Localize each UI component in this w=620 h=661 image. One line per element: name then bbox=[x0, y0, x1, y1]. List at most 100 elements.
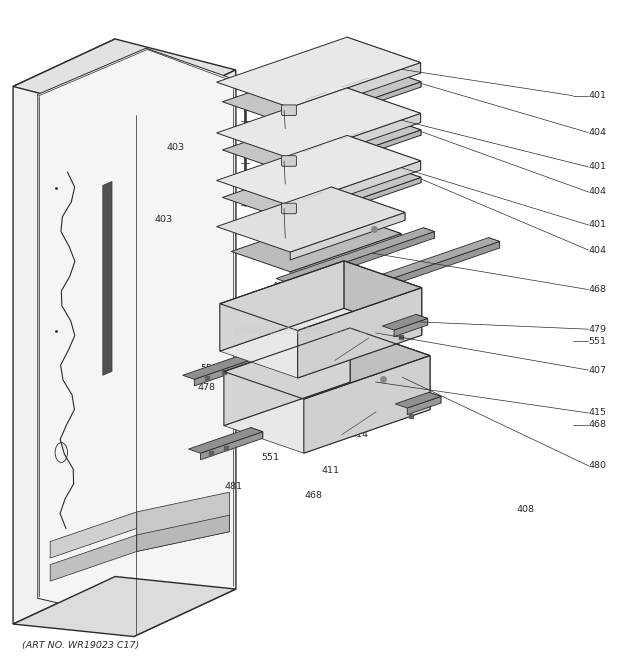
Text: 408: 408 bbox=[516, 506, 534, 514]
Polygon shape bbox=[200, 432, 263, 460]
Polygon shape bbox=[290, 233, 401, 276]
Text: 551: 551 bbox=[201, 364, 219, 373]
Polygon shape bbox=[216, 187, 405, 252]
Polygon shape bbox=[13, 39, 115, 624]
Text: 402: 402 bbox=[272, 180, 290, 188]
Polygon shape bbox=[416, 315, 428, 325]
Polygon shape bbox=[298, 288, 422, 378]
Text: 554: 554 bbox=[262, 100, 280, 109]
Text: 404: 404 bbox=[588, 245, 606, 254]
Polygon shape bbox=[194, 358, 257, 386]
Polygon shape bbox=[383, 315, 428, 330]
Polygon shape bbox=[341, 238, 500, 292]
Polygon shape bbox=[183, 354, 257, 379]
Text: 401: 401 bbox=[588, 163, 606, 171]
Text: 551: 551 bbox=[262, 453, 280, 461]
Text: 551: 551 bbox=[588, 336, 606, 346]
Polygon shape bbox=[351, 58, 421, 87]
Polygon shape bbox=[304, 356, 430, 453]
Polygon shape bbox=[216, 88, 420, 159]
FancyBboxPatch shape bbox=[281, 156, 296, 167]
Text: 409: 409 bbox=[272, 306, 290, 315]
Text: 468: 468 bbox=[588, 420, 606, 430]
Polygon shape bbox=[50, 535, 137, 581]
Polygon shape bbox=[290, 212, 405, 260]
Polygon shape bbox=[342, 214, 401, 237]
Text: 403: 403 bbox=[155, 215, 173, 224]
Polygon shape bbox=[290, 113, 420, 168]
Polygon shape bbox=[287, 231, 435, 289]
Text: 403: 403 bbox=[166, 143, 184, 151]
Text: 480: 480 bbox=[588, 461, 606, 470]
Polygon shape bbox=[38, 48, 236, 623]
Text: 407: 407 bbox=[588, 366, 606, 375]
Polygon shape bbox=[188, 428, 263, 453]
Polygon shape bbox=[396, 392, 441, 408]
Text: 402: 402 bbox=[272, 124, 290, 133]
Polygon shape bbox=[103, 181, 112, 375]
Polygon shape bbox=[407, 397, 441, 414]
Polygon shape bbox=[220, 261, 344, 351]
Polygon shape bbox=[296, 362, 410, 408]
Polygon shape bbox=[429, 392, 441, 403]
Polygon shape bbox=[347, 88, 420, 122]
Polygon shape bbox=[347, 37, 420, 73]
Text: 417: 417 bbox=[272, 293, 290, 302]
Text: 400: 400 bbox=[272, 137, 290, 146]
Text: 400: 400 bbox=[272, 245, 290, 254]
Polygon shape bbox=[137, 492, 229, 551]
Polygon shape bbox=[216, 37, 420, 108]
Text: 479: 479 bbox=[588, 325, 606, 334]
Polygon shape bbox=[344, 261, 422, 335]
Text: 481: 481 bbox=[224, 483, 242, 491]
Polygon shape bbox=[231, 214, 401, 272]
Polygon shape bbox=[347, 136, 420, 170]
Polygon shape bbox=[223, 106, 421, 174]
Polygon shape bbox=[216, 136, 420, 206]
Polygon shape bbox=[276, 228, 435, 282]
Text: 402: 402 bbox=[272, 233, 290, 243]
Polygon shape bbox=[350, 328, 430, 410]
FancyBboxPatch shape bbox=[281, 203, 296, 214]
Polygon shape bbox=[220, 308, 422, 378]
Polygon shape bbox=[224, 328, 350, 426]
Polygon shape bbox=[250, 428, 263, 438]
Text: 400: 400 bbox=[272, 192, 290, 200]
Text: 401: 401 bbox=[588, 221, 606, 229]
Polygon shape bbox=[293, 130, 421, 179]
Text: 404: 404 bbox=[588, 188, 606, 196]
Polygon shape bbox=[223, 58, 421, 126]
Polygon shape bbox=[226, 338, 410, 402]
Polygon shape bbox=[351, 153, 421, 182]
Text: eReplacementParts.com: eReplacementParts.com bbox=[234, 324, 386, 337]
Polygon shape bbox=[351, 106, 421, 136]
Text: 415: 415 bbox=[588, 408, 606, 418]
Polygon shape bbox=[246, 354, 257, 364]
Polygon shape bbox=[224, 382, 430, 453]
Text: 468: 468 bbox=[226, 373, 244, 383]
Polygon shape bbox=[293, 82, 421, 132]
Text: 414: 414 bbox=[350, 430, 368, 438]
Text: 414: 414 bbox=[356, 334, 374, 343]
Text: 468: 468 bbox=[304, 491, 323, 500]
Polygon shape bbox=[340, 338, 410, 369]
Polygon shape bbox=[290, 161, 420, 215]
Polygon shape bbox=[423, 228, 435, 238]
Text: 400: 400 bbox=[272, 282, 290, 291]
Polygon shape bbox=[13, 576, 236, 637]
Polygon shape bbox=[137, 515, 229, 551]
Polygon shape bbox=[394, 319, 428, 336]
Text: 478: 478 bbox=[197, 383, 215, 393]
Text: 401: 401 bbox=[588, 91, 606, 100]
Polygon shape bbox=[331, 187, 405, 220]
Polygon shape bbox=[290, 63, 420, 118]
Polygon shape bbox=[489, 238, 500, 248]
Text: 468: 468 bbox=[588, 285, 606, 294]
Text: (ART NO. WR19023 C17): (ART NO. WR19023 C17) bbox=[22, 641, 140, 650]
Polygon shape bbox=[352, 241, 500, 299]
Polygon shape bbox=[223, 153, 421, 221]
Text: 411: 411 bbox=[321, 466, 339, 475]
FancyBboxPatch shape bbox=[281, 105, 296, 116]
Polygon shape bbox=[293, 177, 421, 227]
Polygon shape bbox=[50, 512, 137, 558]
